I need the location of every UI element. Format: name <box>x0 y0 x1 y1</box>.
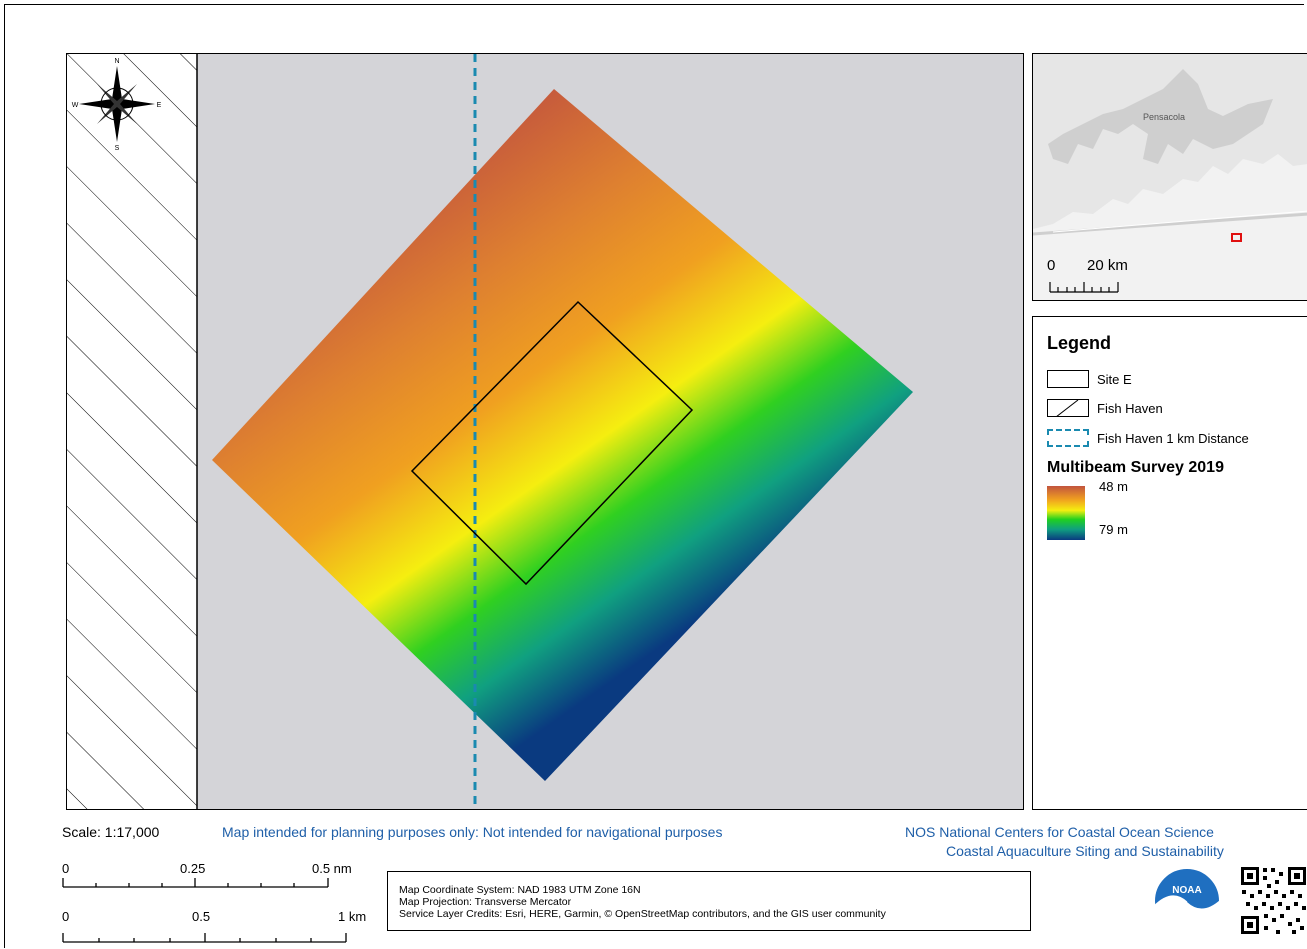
fish-haven-hatch <box>67 54 197 809</box>
legend-item-site-e: Site E <box>1047 369 1132 389</box>
noaa-logo: NOAA <box>1153 867 1221 936</box>
noaa-logo-text: NOAA <box>1172 885 1201 896</box>
map-frame <box>4 4 1304 948</box>
ramp-top-label: 48 m <box>1099 479 1128 494</box>
site-e-swatch <box>1047 370 1089 388</box>
inset-map-svg: Pensacola 0 20 km <box>1033 54 1307 300</box>
main-map-svg: N S E W <box>67 54 913 809</box>
nm-scale-end: 0.5 nm <box>312 861 352 876</box>
nm-scale-bar <box>62 878 329 888</box>
nm-scale-zero: 0 <box>62 861 70 876</box>
legend-title: Legend <box>1047 333 1112 353</box>
coordinate-system-text: Map Coordinate System: NAD 1983 UTM Zone… <box>399 884 641 896</box>
inset-map[interactable]: Pensacola 0 20 km <box>1032 53 1307 301</box>
legend-item-fish-haven-buffer: Fish Haven 1 km Distance <box>1047 428 1249 448</box>
km-scale-bar <box>62 933 347 943</box>
map-info-box: Map Coordinate System: NAD 1983 UTM Zone… <box>387 871 1031 931</box>
compass-w-label: W <box>72 102 79 109</box>
org-line-2: Coastal Aquaculture Siting and Sustainab… <box>946 843 1224 859</box>
legend-item-fish-haven: Fish Haven <box>1047 398 1163 418</box>
main-map[interactable]: N S E W <box>66 53 1024 810</box>
compass-e-label: E <box>157 102 162 109</box>
legend-ramp-title: Multibeam Survey 2019 <box>1047 459 1224 476</box>
org-line-1: NOS National Centers for Coastal Ocean S… <box>905 824 1214 840</box>
map-scale-text: Scale: 1:17,000 <box>62 824 160 840</box>
survey-bathymetry <box>212 89 913 781</box>
legend-item-label: Site E <box>1097 371 1132 387</box>
inset-scale-bar <box>1049 282 1119 293</box>
ramp-bottom-label: 79 m <box>1099 522 1128 537</box>
compass-s-label: S <box>115 145 120 152</box>
nm-scale-mid: 0.25 <box>180 861 206 876</box>
fish-haven-buffer-swatch <box>1047 429 1089 447</box>
inset-location-marker <box>1231 233 1242 242</box>
disclaimer-text: Map intended for planning purposes only:… <box>222 824 723 840</box>
fish-haven-swatch <box>1047 399 1089 417</box>
legend-panel: Legend Site E Fish Haven Fish Haven 1 km… <box>1032 316 1307 810</box>
qr-code-icon[interactable] <box>1240 866 1307 936</box>
km-scale-end: 1 km <box>338 909 367 924</box>
inset-place-label: Pensacola <box>1143 112 1185 122</box>
projection-text: Map Projection: Transverse Mercator <box>399 896 572 908</box>
compass-n-label: N <box>114 58 119 65</box>
inset-scale-zero: 0 <box>1047 257 1055 274</box>
site-e-boundary[interactable] <box>410 300 694 586</box>
depth-color-ramp <box>1047 486 1085 540</box>
km-scale-zero: 0 <box>62 909 70 924</box>
credits-text: Service Layer Credits: Esri, HERE, Garmi… <box>399 908 886 920</box>
compass-rose-icon: N S E W <box>72 58 162 152</box>
km-scale-mid: 0.5 <box>192 909 211 924</box>
legend-item-label: Fish Haven 1 km Distance <box>1097 430 1249 446</box>
legend-item-label: Fish Haven <box>1097 400 1163 416</box>
inset-scale-end: 20 km <box>1087 257 1128 274</box>
